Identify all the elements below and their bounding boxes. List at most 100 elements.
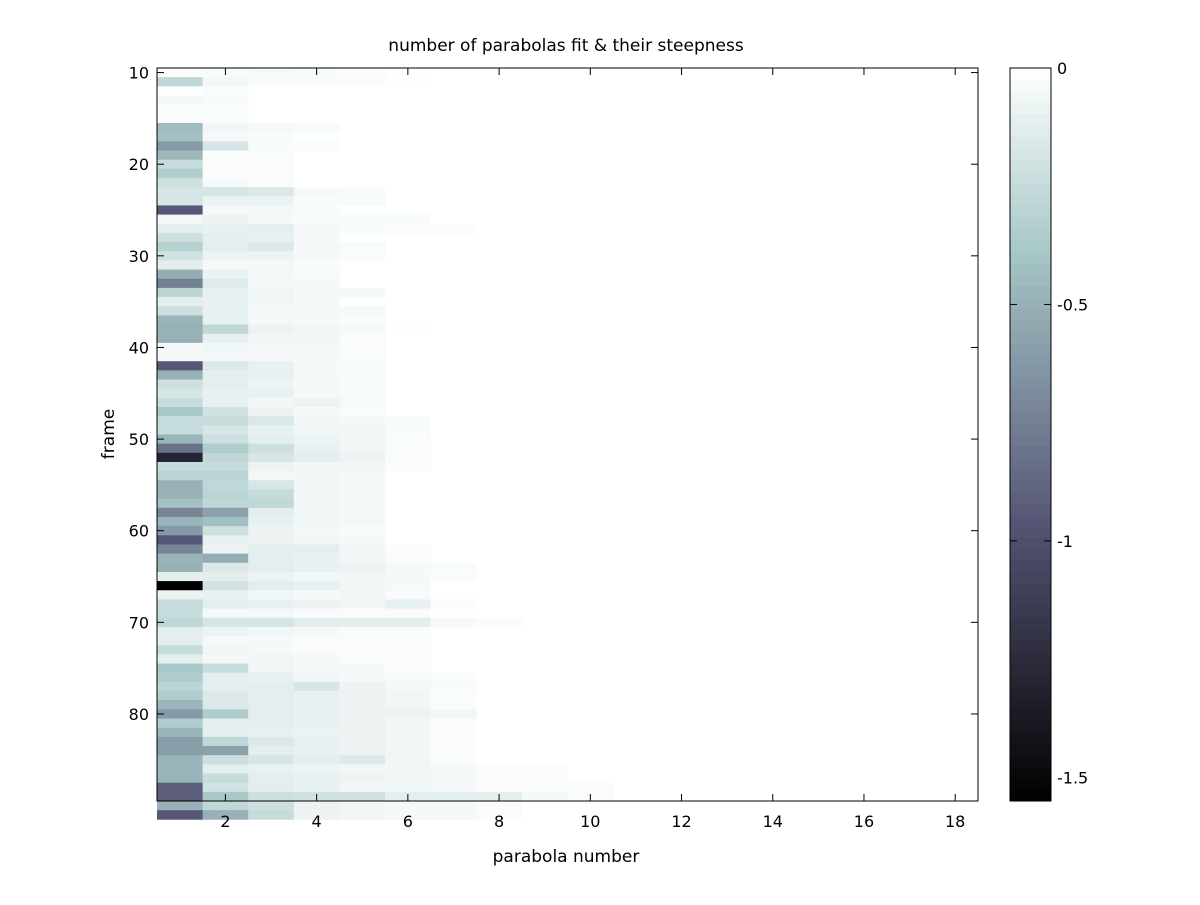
- colorbar-swatch: [1010, 778, 1051, 791]
- heatmap-cell: [202, 672, 249, 683]
- heatmap-cell: [293, 425, 340, 435]
- heatmap-cell: [293, 132, 340, 142]
- heatmap-cell: [385, 746, 432, 756]
- heatmap-cell: [248, 571, 295, 582]
- x-tick-label: 14: [763, 812, 783, 831]
- colorbar-swatch: [1010, 228, 1051, 241]
- y-tick-label: 80: [129, 705, 149, 724]
- x-tick-label: 2: [220, 812, 230, 831]
- heatmap-cell: [202, 352, 249, 362]
- colorbar-swatch: [1010, 308, 1051, 321]
- colorbar-swatch: [1010, 766, 1051, 779]
- heatmap-cell: [293, 507, 340, 518]
- colorbar-swatch: [1010, 377, 1051, 390]
- heatmap-cell: [339, 370, 386, 380]
- heatmap-cell: [293, 700, 340, 710]
- heatmap-cell: [157, 526, 204, 536]
- heatmap-cell: [202, 242, 249, 252]
- heatmap-cell: [339, 489, 386, 500]
- heatmap-cell: [385, 77, 432, 87]
- heatmap-cell: [339, 663, 386, 674]
- heatmap-cell: [293, 562, 340, 573]
- heatmap-cell: [202, 407, 249, 417]
- heatmap-cell: [157, 407, 204, 417]
- heatmap-cell: [293, 672, 340, 683]
- heatmap-cell: [293, 416, 340, 426]
- heatmap-cell: [157, 214, 204, 225]
- colorbar-swatch: [1010, 743, 1051, 756]
- heatmap-cell: [293, 581, 340, 591]
- heatmap-cell: [293, 782, 340, 793]
- colorbar-tick-label: -1: [1057, 532, 1073, 551]
- heatmap-cell: [248, 407, 295, 417]
- heatmap-cell: [430, 718, 477, 729]
- heatmap-cell: [339, 214, 386, 225]
- heatmap-cell: [202, 77, 249, 87]
- heatmap-cell: [293, 452, 340, 463]
- heatmap-cell: [430, 709, 477, 719]
- y-axis-label: frame: [99, 409, 119, 459]
- heatmap-cell: [202, 516, 249, 527]
- colorbar-swatch: [1010, 90, 1051, 103]
- heatmap-cell: [157, 553, 204, 564]
- heatmap-cell: [430, 773, 477, 784]
- heatmap-cell: [521, 773, 568, 784]
- heatmap-cell: [293, 480, 340, 490]
- heatmap-cell: [202, 95, 249, 106]
- heatmap-cell: [157, 461, 204, 472]
- heatmap-cell: [339, 590, 386, 600]
- colorbar-swatch: [1010, 755, 1051, 768]
- heatmap-cell: [157, 727, 204, 738]
- heatmap-cell: [157, 205, 204, 215]
- heatmap-cell: [293, 443, 340, 454]
- colorbar-swatch: [1010, 79, 1051, 92]
- heatmap-cell: [248, 773, 295, 784]
- heatmap-cell: [202, 232, 249, 243]
- colorbar-swatch: [1010, 319, 1051, 332]
- heatmap-cell: [293, 626, 340, 637]
- heatmap-cell: [293, 278, 340, 289]
- heatmap-cell: [202, 278, 249, 289]
- heatmap-cell: [385, 443, 432, 454]
- heatmap-cell: [339, 77, 386, 87]
- heatmap-cell: [202, 617, 249, 628]
- heatmap-cell: [339, 425, 386, 435]
- heatmap-cell: [339, 342, 386, 353]
- heatmap-cell: [248, 187, 295, 197]
- heatmap-cell: [293, 544, 340, 555]
- heatmap-cell: [157, 663, 204, 674]
- heatmap-cell: [293, 232, 340, 243]
- heatmap-cell: [339, 516, 386, 527]
- heatmap-cell: [202, 782, 249, 793]
- heatmap-cell: [248, 342, 295, 353]
- heatmap-cell: [385, 691, 432, 701]
- heatmap-cell: [293, 397, 340, 408]
- heatmap-cell: [202, 746, 249, 756]
- colorbar-swatch: [1010, 423, 1051, 435]
- heatmap-cell: [293, 608, 340, 619]
- heatmap-cell: [339, 352, 386, 362]
- heatmap-cell: [157, 599, 204, 609]
- heatmap-cell: [157, 361, 204, 371]
- colorbar-swatch: [1010, 629, 1051, 642]
- heatmap-cell: [248, 507, 295, 518]
- heatmap-cell: [202, 361, 249, 371]
- colorbar-swatch: [1010, 365, 1051, 378]
- heatmap-cell: [157, 388, 204, 399]
- chart-title: number of parabolas fit & their steepnes…: [388, 36, 744, 56]
- heatmap-cell: [339, 562, 386, 573]
- heatmap-cell: [157, 132, 204, 142]
- heatmap-cell: [339, 68, 386, 78]
- heatmap-cell: [157, 287, 204, 298]
- heatmap-cell: [248, 544, 295, 555]
- colorbar-swatch: [1010, 354, 1051, 367]
- heatmap-cell: [248, 416, 295, 426]
- colorbar-swatch: [1010, 216, 1051, 229]
- heatmap-cell: [476, 617, 523, 628]
- colorbar-swatch: [1010, 193, 1051, 206]
- heatmap-cell: [293, 590, 340, 600]
- heatmap-cell: [248, 471, 295, 481]
- heatmap-cell: [339, 443, 386, 454]
- heatmap-cell: [248, 663, 295, 674]
- heatmap-cell: [385, 599, 432, 609]
